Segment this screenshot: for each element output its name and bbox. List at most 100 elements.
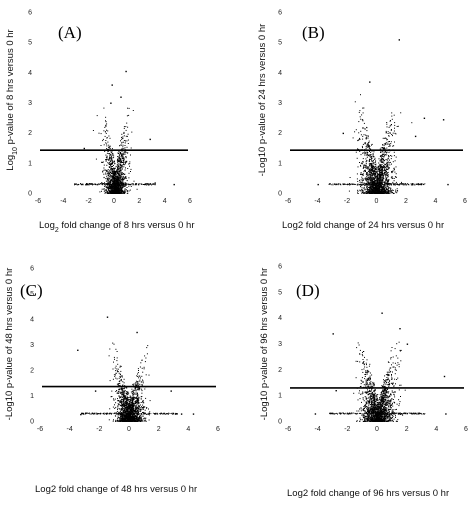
data-point: [123, 186, 125, 188]
data-point: [387, 169, 389, 171]
data-point: [106, 143, 108, 145]
data-point: [363, 182, 365, 184]
data-point: [372, 167, 373, 168]
data-point: [393, 180, 395, 182]
data-point: [117, 368, 119, 370]
data-point: [128, 403, 130, 405]
data-point: [381, 158, 383, 160]
data-point: [128, 184, 129, 185]
data-point: [380, 161, 382, 163]
data-point: [383, 178, 385, 180]
data-point: [123, 388, 125, 390]
data-point: [89, 183, 91, 185]
data-point: [116, 392, 118, 394]
data-point: [374, 157, 376, 159]
data-point: [106, 413, 107, 415]
data-point: [367, 189, 369, 191]
data-point: [386, 186, 388, 188]
data-point: [106, 145, 108, 147]
data-point: [370, 174, 372, 176]
data-point: [119, 151, 121, 153]
data-point: [382, 137, 384, 139]
data-point: [117, 165, 119, 166]
data-point: [91, 412, 93, 414]
data-point: [123, 166, 125, 168]
data-point: [122, 177, 123, 179]
data-point: [131, 414, 133, 416]
outlier-point: [83, 147, 85, 150]
data-point: [127, 192, 129, 194]
data-point: [85, 184, 87, 185]
data-point: [355, 151, 357, 153]
data-point: [377, 188, 378, 189]
data-point: [369, 168, 371, 170]
data-point: [373, 167, 375, 169]
data-point: [102, 183, 104, 185]
data-point: [137, 183, 139, 185]
data-point: [367, 192, 369, 194]
data-point: [139, 421, 141, 422]
data-point: [117, 167, 119, 169]
data-point: [131, 410, 133, 412]
data-point: [372, 192, 374, 194]
data-point: [112, 180, 114, 182]
data-point: [120, 159, 122, 161]
data-point: [379, 171, 381, 173]
data-point: [136, 395, 138, 396]
data-point: [119, 184, 120, 186]
data-point: [111, 168, 113, 169]
data-point: [386, 154, 388, 156]
data-point: [354, 101, 356, 103]
data-point: [372, 179, 374, 181]
data-point: [116, 370, 118, 372]
data-point: [125, 157, 127, 159]
data-point: [372, 156, 374, 158]
data-point: [105, 124, 107, 126]
data-point: [376, 167, 378, 169]
data-point: [392, 177, 394, 179]
data-point: [86, 183, 88, 185]
data-point: [373, 162, 375, 164]
data-point: [120, 176, 122, 178]
data-point: [81, 412, 83, 414]
data-point: [376, 188, 378, 190]
data-point: [376, 177, 378, 179]
data-point: [387, 189, 389, 191]
data-point: [377, 181, 379, 183]
data-point: [385, 170, 387, 172]
data-point: [367, 179, 369, 181]
data-point: [120, 187, 122, 188]
data-point: [121, 388, 123, 390]
data-point: [138, 370, 139, 371]
data-point: [145, 183, 147, 185]
data-point: [368, 182, 370, 184]
data-point: [385, 144, 387, 146]
data-point: [377, 179, 379, 181]
data-point: [389, 184, 391, 186]
data-point: [89, 183, 91, 184]
data-point: [380, 169, 382, 171]
data-point: [103, 413, 105, 415]
data-point: [141, 396, 143, 397]
data-point: [390, 187, 392, 189]
data-point: [124, 189, 126, 191]
data-point: [379, 160, 381, 162]
data-point: [363, 166, 365, 168]
data-point: [375, 190, 377, 192]
data-point: [105, 159, 107, 160]
data-point: [143, 413, 145, 414]
data-point: [119, 376, 121, 378]
data-point: [110, 154, 111, 156]
data-point: [139, 418, 141, 420]
data-point: [139, 408, 141, 410]
y-tick-label: 6: [28, 10, 32, 17]
data-point: [110, 186, 112, 188]
data-point: [120, 190, 122, 192]
data-point: [359, 181, 361, 183]
data-point: [368, 191, 370, 192]
y-tick-label: 0: [278, 191, 282, 198]
data-point: [128, 417, 130, 418]
data-point: [379, 187, 381, 189]
data-point: [96, 413, 98, 415]
data-point: [384, 172, 385, 173]
